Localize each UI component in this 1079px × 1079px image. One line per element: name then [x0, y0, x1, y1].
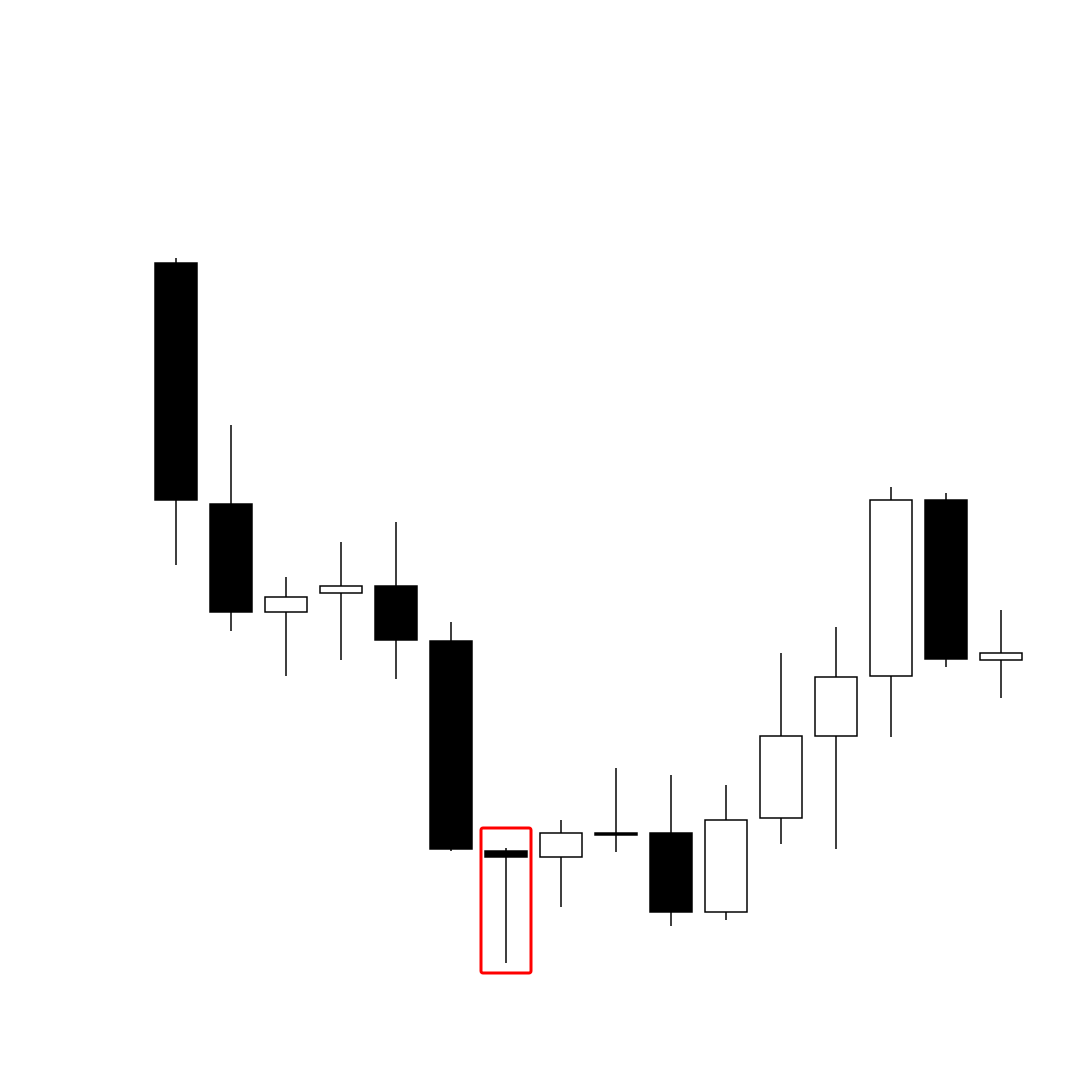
candle-body	[209, 503, 253, 613]
candle-body	[924, 499, 968, 660]
candle-body	[649, 832, 693, 913]
candle-body	[539, 832, 583, 858]
candle-body	[264, 596, 308, 613]
candle-body	[704, 819, 748, 913]
candle-body	[759, 735, 803, 819]
candle-body	[154, 262, 198, 501]
candle-body	[814, 676, 858, 737]
candle-body	[979, 652, 1023, 661]
highlight-box	[479, 826, 533, 975]
candle-body	[429, 640, 473, 850]
candle-body	[319, 585, 363, 594]
candle-body	[374, 585, 418, 641]
candle-body	[484, 850, 528, 858]
candle-body	[594, 832, 638, 836]
candle-body	[869, 499, 913, 677]
